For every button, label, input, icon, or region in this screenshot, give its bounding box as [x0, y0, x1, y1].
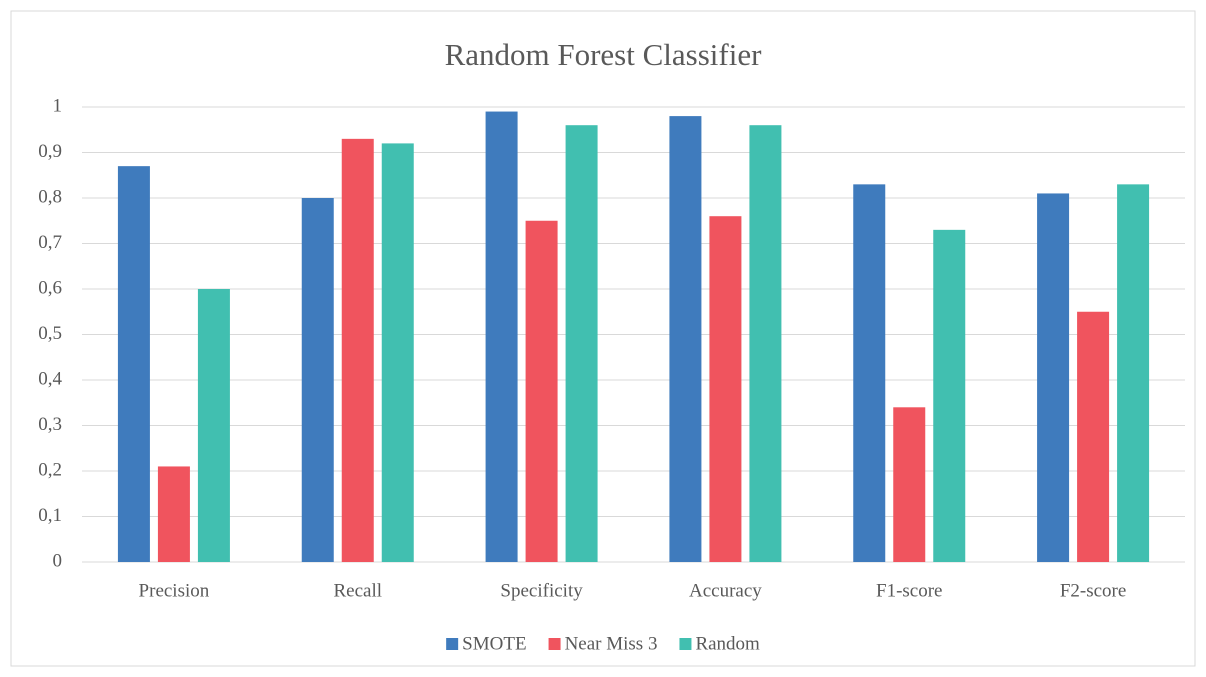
- y-tick-label: 0,3: [38, 414, 62, 435]
- bar: [525, 220, 558, 562]
- y-tick-label: 1: [53, 95, 63, 116]
- bar: [853, 184, 886, 562]
- y-tick-label: 0,1: [38, 505, 62, 526]
- bar: [1037, 193, 1070, 562]
- bar: [157, 466, 190, 562]
- x-tick-label: F2-score: [1060, 580, 1126, 601]
- legend-label: SMOTE: [462, 633, 526, 654]
- y-tick-label: 0,6: [38, 277, 62, 298]
- bar: [381, 143, 414, 562]
- x-tick-label: F1-score: [876, 580, 942, 601]
- legend-label: Random: [695, 633, 760, 654]
- x-tick-label: Recall: [333, 580, 382, 601]
- chart-title: Random Forest Classifier: [445, 37, 763, 72]
- legend-label: Near Miss 3: [565, 633, 658, 654]
- y-tick-label: 0,9: [38, 141, 62, 162]
- bar: [341, 138, 374, 562]
- y-tick-label: 0,5: [38, 323, 62, 344]
- legend-swatch: [446, 638, 459, 650]
- bar: [749, 125, 782, 562]
- bar: [709, 216, 742, 562]
- bar: [893, 407, 926, 562]
- bar: [485, 111, 518, 563]
- y-tick-label: 0,2: [38, 459, 62, 480]
- bar: [669, 116, 702, 562]
- x-tick-label: Precision: [139, 580, 210, 601]
- legend-swatch: [679, 638, 692, 650]
- x-tick-label: Accuracy: [689, 580, 762, 601]
- bar: [301, 198, 334, 562]
- bar: [1117, 184, 1150, 562]
- x-tick-label: Specificity: [500, 580, 583, 601]
- chart-border: [10, 10, 1196, 667]
- y-tick-label: 0: [53, 550, 63, 571]
- bar: [1077, 311, 1110, 562]
- bar: [933, 229, 966, 562]
- bar: [197, 289, 230, 562]
- y-tick-label: 0,4: [38, 368, 62, 389]
- y-tick-label: 0,7: [38, 232, 62, 253]
- bar: [565, 125, 598, 562]
- legend-swatch: [548, 638, 561, 650]
- y-tick-label: 0,8: [38, 186, 62, 207]
- bar: [117, 166, 150, 562]
